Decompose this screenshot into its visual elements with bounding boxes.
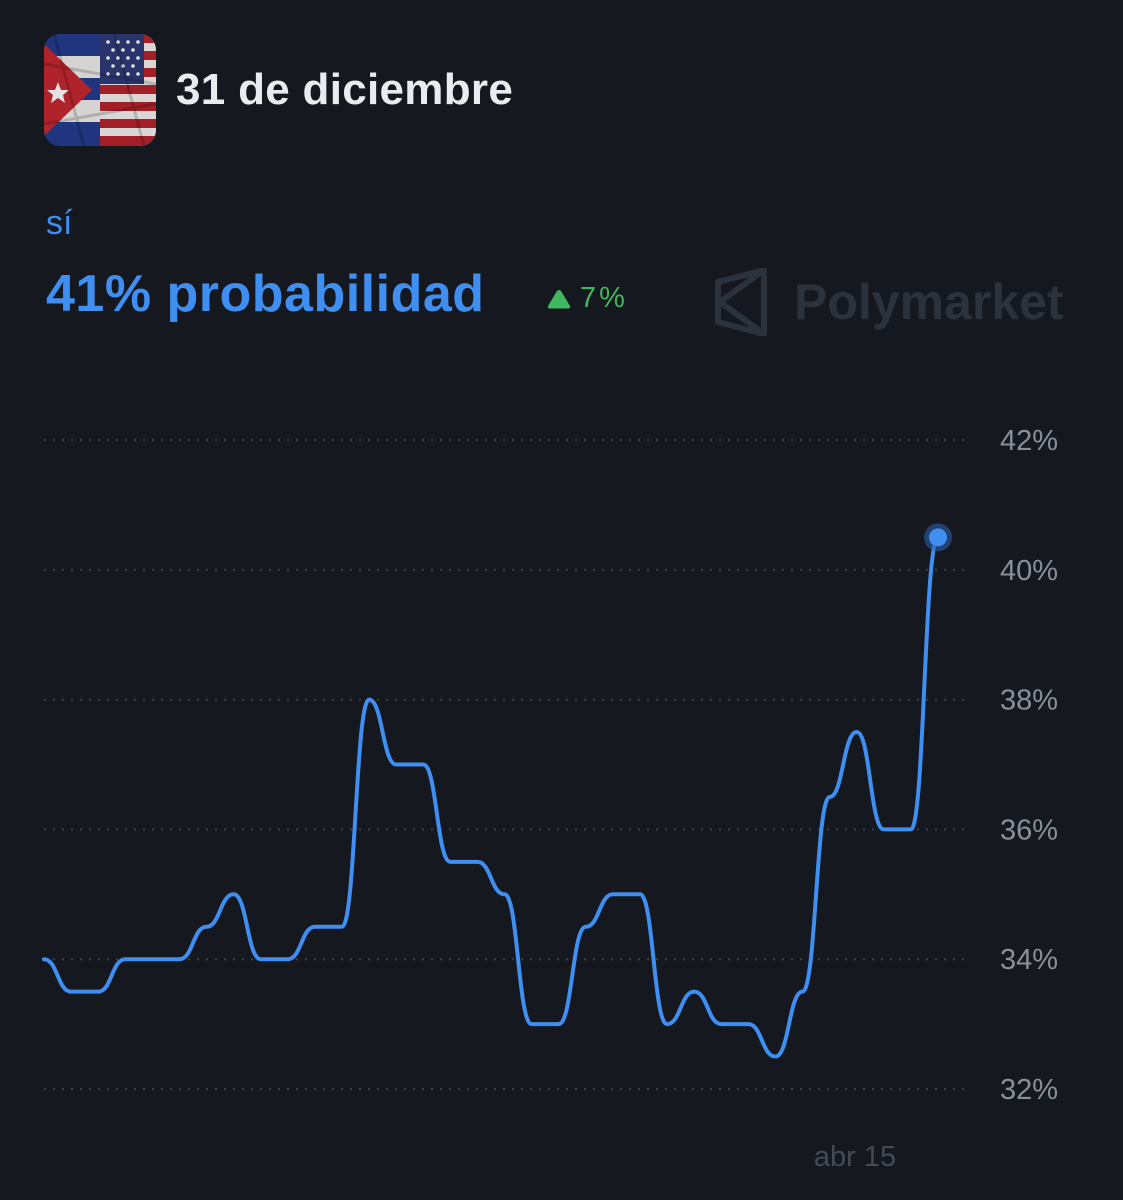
y-tick-label: 34% [1000,944,1058,976]
change-value: 7% [580,282,628,314]
cuba-usa-flags-icon [44,34,156,146]
change-indicator: 7% [546,282,628,315]
market-title: 31 de diciembre [176,65,514,114]
y-tick-label: 36% [1000,814,1058,846]
triangle-up-icon [547,289,571,308]
header: 31 de diciembre [44,34,513,146]
last-point-marker [929,528,947,547]
x-tick-label: abr 15 [814,1141,896,1173]
y-tick-label: 38% [1000,685,1058,717]
y-tick-label: 32% [1000,1074,1058,1106]
y-tick-label: 42% [1000,425,1058,457]
watermark-text: Polymarket [794,274,1064,330]
y-tick-label: 40% [1000,555,1058,587]
outcome-label: sí [46,204,73,242]
polymarket-watermark: Polymarket [712,268,1064,336]
series-line [42,535,940,1059]
probability-value: 41% probabilidad [46,265,485,323]
polymarket-logo-icon [715,268,767,336]
